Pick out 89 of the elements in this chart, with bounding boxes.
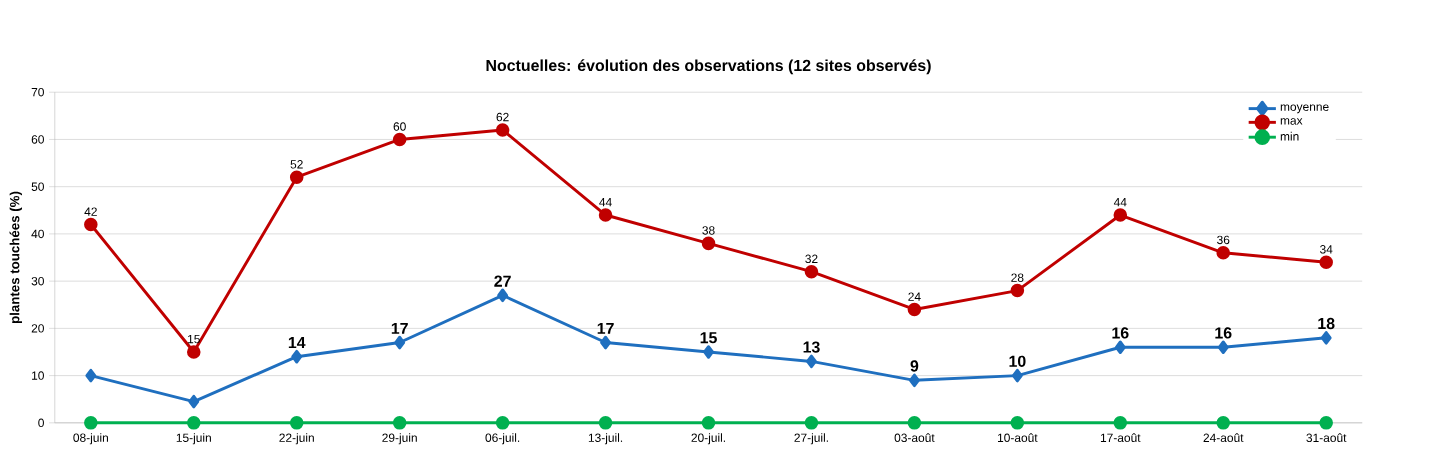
data-label: 14 <box>288 337 306 349</box>
point <box>1216 416 1231 430</box>
chart-title: Noctuelles: évolution des observations (12 sites observés) <box>486 59 931 75</box>
point <box>1010 416 1025 430</box>
x-tick-label: 29-juin <box>382 433 417 445</box>
x-tick-label: 10-août <box>998 433 1038 443</box>
data-label: 36 <box>1217 235 1230 245</box>
data-label: 10 <box>1009 355 1026 368</box>
data-label: 27 <box>494 275 511 287</box>
x-tick-label: 31-août <box>1306 433 1347 443</box>
data-label: 34 <box>1320 245 1333 254</box>
point <box>495 416 510 430</box>
data-label: 62 <box>496 112 509 122</box>
point <box>908 373 920 388</box>
x-tick-label: 13-juil. <box>588 433 623 445</box>
data-label: 52 <box>290 160 303 169</box>
y-tick-label: 70 <box>31 88 44 97</box>
y-tick-label: 30 <box>31 277 44 286</box>
point <box>804 416 819 430</box>
data-label: 44 <box>599 198 612 207</box>
x-tick-label: 06-juil. <box>485 433 520 445</box>
point <box>84 416 98 430</box>
y-tick-label: 40 <box>31 229 44 239</box>
point <box>497 288 509 303</box>
point <box>701 236 716 251</box>
legend-label: min <box>1280 131 1299 141</box>
data-label: 24 <box>908 292 921 301</box>
legend-label: max <box>1280 118 1303 125</box>
data-label: 17 <box>391 323 408 334</box>
point <box>394 335 406 350</box>
point <box>1319 416 1333 430</box>
x-tick-label: 17-août <box>1100 433 1141 443</box>
x-tick-label: 15-juin <box>176 433 211 445</box>
x-tick-label: 22-juin <box>279 433 314 445</box>
data-label: 13 <box>803 341 820 353</box>
point <box>804 265 819 279</box>
x-tick-label: 20-juil. <box>691 433 726 445</box>
y-tick-label: 60 <box>31 135 44 144</box>
y-tick-label: 50 <box>31 182 44 192</box>
point <box>806 354 817 369</box>
x-tick-label: 08-juin <box>73 433 108 445</box>
legend-label: moyenne <box>1280 104 1329 114</box>
data-label: 60 <box>393 122 406 131</box>
data-label: 17 <box>597 323 614 334</box>
data-label: 15 <box>700 332 717 344</box>
point <box>1113 416 1128 430</box>
point <box>392 416 407 430</box>
data-label: 9 <box>910 360 919 372</box>
point <box>187 345 201 359</box>
y-tick-label: 10 <box>32 371 44 380</box>
point <box>907 416 922 430</box>
point <box>598 416 613 430</box>
y-tick-label: 0 <box>38 418 44 428</box>
y-tick-label: 20 <box>31 324 44 333</box>
x-tick-label: 03-août <box>894 433 935 443</box>
point <box>291 350 303 364</box>
point <box>392 132 407 147</box>
point <box>701 416 716 430</box>
point <box>495 123 510 137</box>
point <box>1010 283 1025 298</box>
point <box>85 368 97 383</box>
point <box>598 208 613 222</box>
data-label: 44 <box>1113 198 1127 207</box>
point <box>1217 340 1229 355</box>
data-label: 16 <box>1215 327 1232 339</box>
point <box>187 416 201 430</box>
point <box>289 170 304 185</box>
x-tick-label: 27-juil. <box>794 433 828 445</box>
point <box>703 345 714 359</box>
data-label: 16 <box>1112 327 1129 339</box>
data-label: 38 <box>702 226 715 235</box>
point <box>1216 246 1231 260</box>
data-label: 15 <box>188 335 200 344</box>
point <box>1114 340 1126 355</box>
point <box>289 416 304 430</box>
data-label: 42 <box>84 207 97 216</box>
x-tick-label: 24-août <box>1203 433 1244 443</box>
point <box>1011 368 1023 383</box>
y-axis-title: plantes touchées (%) <box>9 191 23 324</box>
data-label: 32 <box>805 254 818 264</box>
data-label: 18 <box>1318 317 1335 330</box>
data-label: 28 <box>1011 273 1024 283</box>
point <box>1320 331 1332 345</box>
point <box>1319 255 1333 270</box>
point <box>907 302 922 317</box>
point <box>600 335 611 350</box>
point <box>188 394 200 409</box>
point <box>1113 208 1128 222</box>
point <box>84 217 98 232</box>
